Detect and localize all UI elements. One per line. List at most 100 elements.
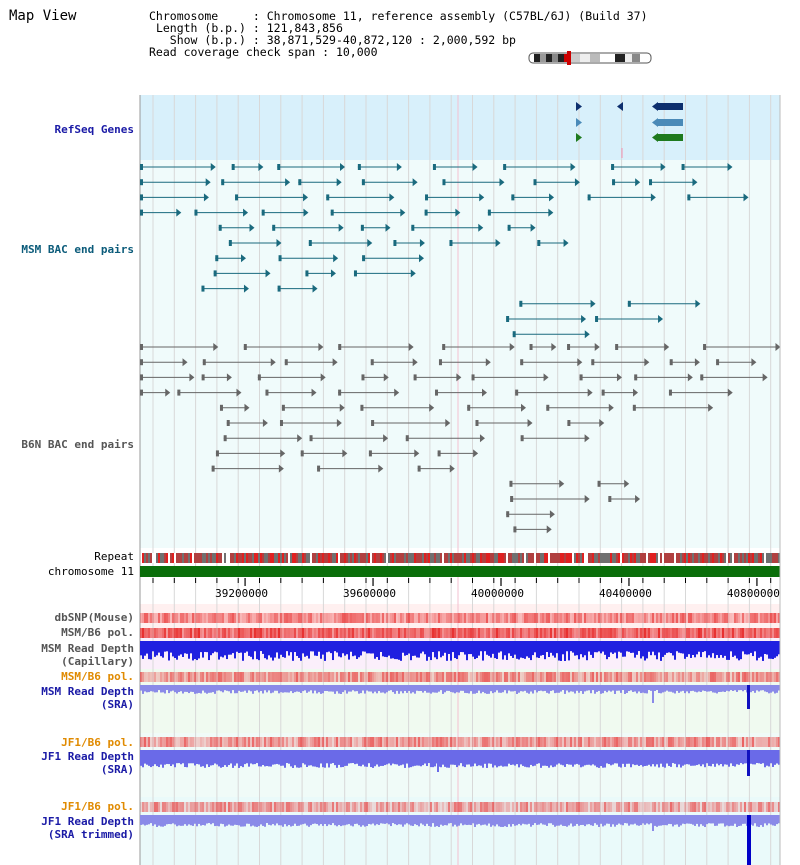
msm-depth-sra-bar xyxy=(670,685,672,692)
msm-depth-sra-bar xyxy=(220,685,222,692)
dbsnp-cell xyxy=(752,613,754,623)
msm-bac-end xyxy=(272,224,276,231)
jf1-b6-pol-2-cell xyxy=(756,802,758,812)
msm-bac-end xyxy=(595,316,599,322)
jf1-depth-sra-bar xyxy=(554,750,556,767)
track-label-jf1-b6-pol-2[interactable]: JF1/B6 pol. xyxy=(61,800,134,813)
dbsnp-cell xyxy=(432,613,434,623)
msm-depth-capillary-bar xyxy=(590,641,592,655)
track-label-b6n-bac[interactable]: B6N BAC end pairs xyxy=(21,438,134,451)
jf1-depth-sra-bar xyxy=(692,750,694,766)
b6n-bac-end xyxy=(361,374,365,381)
track-label-dbsnp[interactable]: dbSNP(Mouse) xyxy=(54,611,134,624)
b6n-bac-end xyxy=(236,388,242,397)
jf1-b6-pol-cell xyxy=(752,737,754,747)
msm-b6-pol-2-cell xyxy=(420,672,422,682)
jf1-depth-sra-bar xyxy=(432,750,434,768)
jf1-depth-sra-bar xyxy=(354,750,356,765)
track-label-msm-bac[interactable]: MSM BAC end pairs xyxy=(21,243,134,256)
jf1-depth-trim-bar xyxy=(666,815,668,826)
track-label-jf1-depth-sra[interactable]: JF1 Read Depth xyxy=(41,750,134,763)
msm-depth-sra-bar xyxy=(226,685,228,691)
dbsnp-cell xyxy=(592,613,594,623)
ideogram-band xyxy=(580,54,590,62)
track-label-msm-depth-sra[interactable]: MSM Read Depth xyxy=(41,685,134,698)
repeat-segment xyxy=(240,553,242,563)
track-label-msm-depth-capillary[interactable]: MSM Read Depth xyxy=(41,642,134,655)
jf1-depth-sra-bar xyxy=(232,750,234,768)
b6n-bac-end xyxy=(213,343,219,351)
msm-b6-pol-2-cell xyxy=(502,672,504,682)
msm-b6-pol-2-cell xyxy=(236,672,238,682)
b6n-bac-end xyxy=(370,359,374,366)
jf1-depth-trim-bar xyxy=(284,815,286,825)
dbsnp-cell xyxy=(464,613,466,623)
jf1-depth-trim-bar xyxy=(172,815,174,824)
msm-depth-capillary-bar xyxy=(604,641,606,655)
dbsnp-cell xyxy=(226,613,228,623)
jf1-depth-trim-bar xyxy=(634,815,636,824)
msm-depth-sra-bar xyxy=(464,685,466,693)
jf1-b6-pol-2-cell xyxy=(482,802,484,812)
msm-depth-sra-bar xyxy=(254,685,256,691)
jf1-b6-pol-cell xyxy=(208,737,210,747)
msm-depth-capillary-bar xyxy=(340,641,342,658)
dbsnp-cell xyxy=(668,613,670,623)
msm-b6-pol-cell xyxy=(324,628,326,638)
jf1-depth-trim-bar xyxy=(196,815,198,827)
track-label-jf1-b6-pol[interactable]: JF1/B6 pol. xyxy=(61,736,134,749)
track-label-refseq[interactable]: RefSeq Genes xyxy=(54,123,134,136)
repeat-segment xyxy=(202,553,204,563)
jf1-b6-pol-2-cell xyxy=(158,802,160,812)
dbsnp-cell xyxy=(302,613,304,623)
repeat-segment xyxy=(740,553,742,563)
jf1-b6-pol-2-cell xyxy=(750,802,752,812)
jf1-b6-pol-cell xyxy=(162,737,164,747)
msm-depth-sra-bar xyxy=(300,685,302,693)
msm-b6-pol-2-cell xyxy=(158,672,160,682)
msm-b6-pol-cell xyxy=(288,628,290,638)
track-label-jf1-depth-trimmed[interactable]: JF1 Read Depth xyxy=(41,815,134,828)
jf1-b6-pol-2-cell xyxy=(268,802,270,812)
msm-depth-sra-bar xyxy=(388,685,390,691)
b6n-bac-end xyxy=(257,374,261,381)
repeat-segment xyxy=(444,553,446,563)
track-label-msm-b6-pol[interactable]: MSM/B6 pol. xyxy=(61,626,134,639)
msm-depth-sra-bar xyxy=(352,685,354,691)
msm-depth-sra-bar xyxy=(490,685,492,692)
msm-depth-capillary-bar xyxy=(562,641,564,655)
msm-depth-sra-bar xyxy=(296,685,298,692)
region-info: Chromosome : Chromosome 11, reference as… xyxy=(149,9,648,59)
msm-b6-pol-2-cell xyxy=(244,672,246,682)
dbsnp-cell xyxy=(330,613,332,623)
msm-b6-pol-2-cell xyxy=(570,672,572,682)
dbsnp-cell xyxy=(332,613,334,623)
repeat-segment xyxy=(610,553,612,563)
dbsnp-cell xyxy=(456,613,458,623)
jf1-b6-pol-2-cell xyxy=(176,802,178,812)
msm-b6-pol-cell xyxy=(410,628,412,638)
msm-depth-capillary-bar xyxy=(740,641,742,660)
msm-b6-pol-cell xyxy=(764,628,766,638)
msm-b6-pol-2-cell xyxy=(344,672,346,682)
msm-b6-pol-cell xyxy=(690,628,692,638)
repeat-segment xyxy=(282,553,284,563)
b6n-bac-end xyxy=(405,435,409,442)
dbsnp-cell xyxy=(588,613,590,623)
msm-b6-pol-2-cell xyxy=(462,672,464,682)
dbsnp-cell xyxy=(446,613,448,623)
jf1-depth-sra-bar xyxy=(196,750,198,764)
jf1-b6-pol-cell xyxy=(778,737,780,747)
msm-b6-pol-2-cell xyxy=(734,672,736,682)
jf1-depth-trim-bar xyxy=(490,815,492,827)
jf1-b6-pol-2-cell xyxy=(604,802,606,812)
jf1-depth-sra-bar xyxy=(702,750,704,765)
track-label-msm-b6-pol-2[interactable]: MSM/B6 pol. xyxy=(61,670,134,683)
track-label-repeat[interactable]: Repeat xyxy=(94,550,134,563)
msm-b6-pol-2-cell xyxy=(604,672,606,682)
msm-b6-pol-cell xyxy=(266,628,268,638)
track-label-chromosome[interactable]: chromosome 11 xyxy=(47,565,134,578)
repeat-segment xyxy=(264,553,266,563)
msm-b6-pol-2-cell xyxy=(298,672,300,682)
